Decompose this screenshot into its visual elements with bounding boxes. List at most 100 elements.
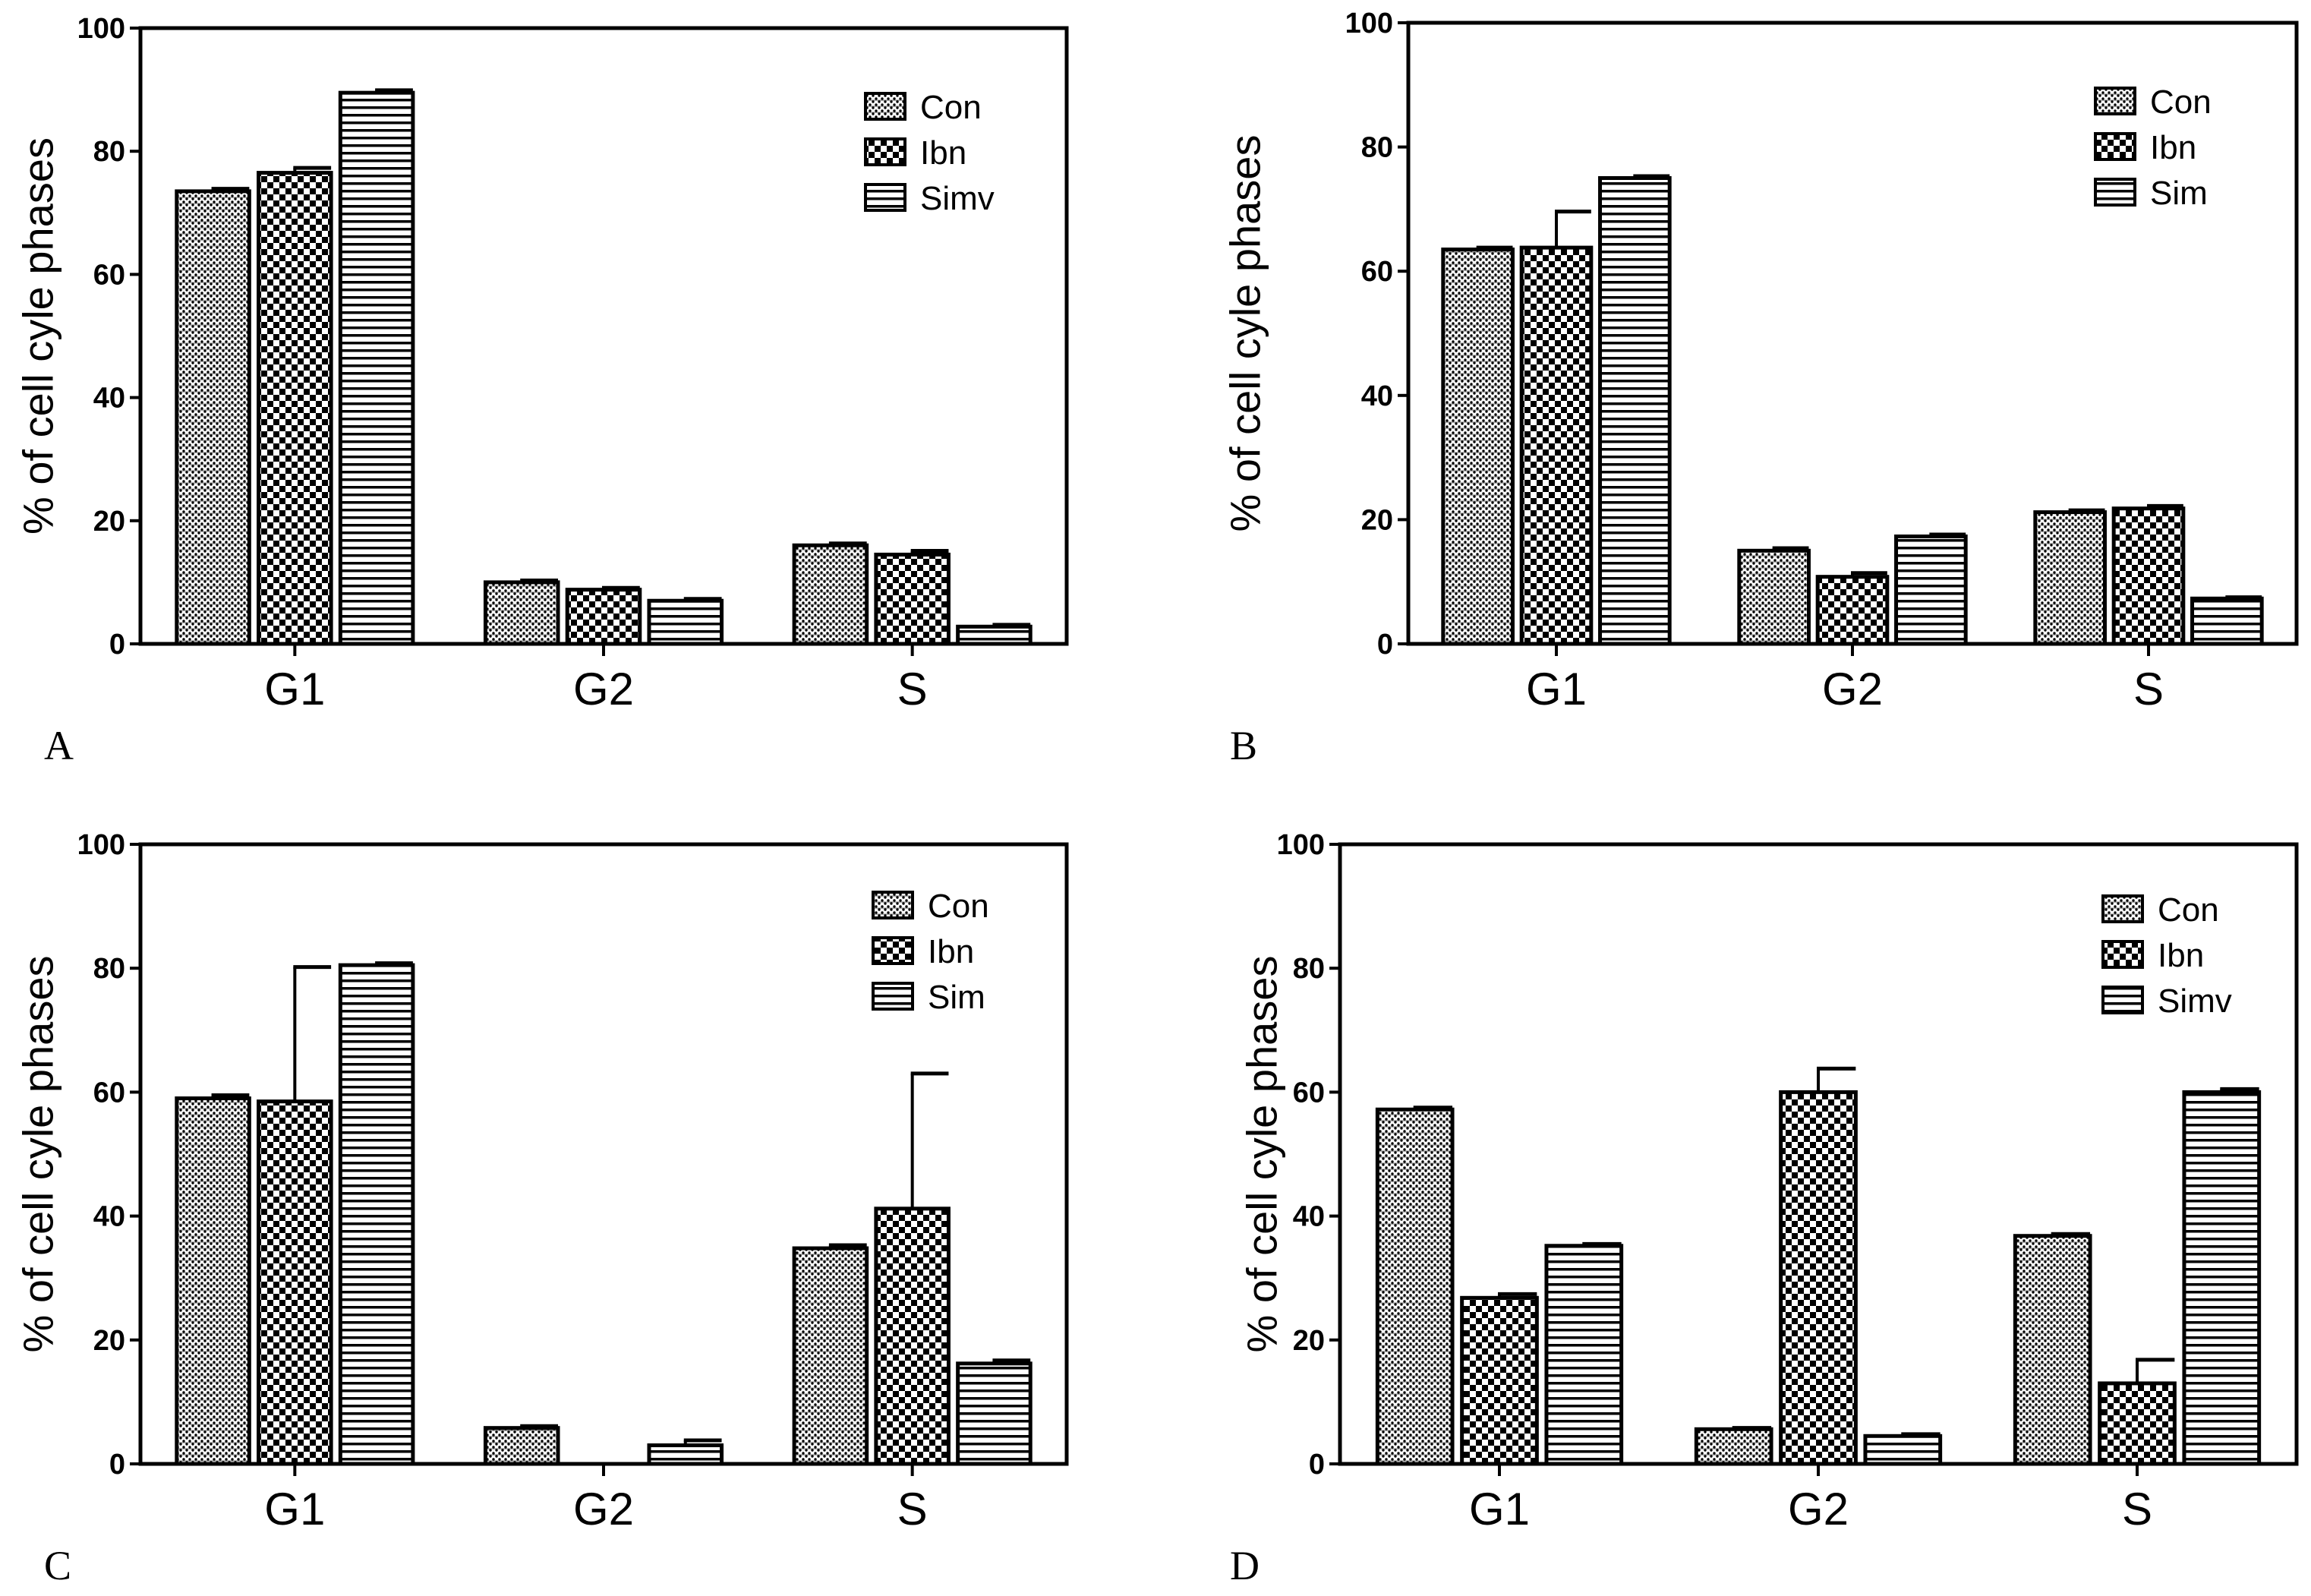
error-bar	[375, 88, 413, 93]
legend-label-con: Con	[928, 888, 989, 925]
error-bar	[520, 1424, 559, 1428]
error-bar	[1633, 174, 1670, 178]
legend-label-con: Con	[2158, 891, 2219, 929]
bar-ibn-s	[2098, 1381, 2177, 1466]
y-tick-label: 20	[1361, 504, 1393, 536]
error-bar	[1929, 532, 1966, 537]
legend: Con Ibn Simv	[864, 89, 995, 217]
y-tick-label: 100	[77, 829, 125, 861]
error-bar	[1851, 571, 1887, 577]
y-axis-label: % of cell cyle phases	[14, 137, 62, 535]
bar-simv-g2	[1863, 1434, 1943, 1466]
y-tick-label: 60	[93, 1077, 125, 1109]
error-bar	[992, 1358, 1031, 1364]
legend-label-ibn: Ibn	[928, 933, 974, 970]
panel-letter: A	[44, 723, 74, 768]
error-bar	[1817, 1066, 1856, 1093]
legend-label-simv: Simv	[2158, 983, 2232, 1020]
legend-swatch-con	[2094, 87, 2136, 115]
x-tick-label: G2	[1822, 664, 1883, 714]
panel-letter: D	[1230, 1543, 1260, 1588]
y-axis-label: % of cell cyle phases	[14, 956, 62, 1353]
legend-label-simv: Simv	[920, 180, 995, 217]
bar-con-g1	[1375, 1107, 1455, 1466]
y-tick-label: 60	[1361, 256, 1393, 288]
error-bar	[828, 541, 867, 546]
error-bar	[375, 961, 413, 966]
legend-swatch-sim	[2094, 178, 2136, 207]
error-bar	[211, 187, 250, 191]
y-tick-label: 20	[1293, 1325, 1325, 1357]
error-bar	[1413, 1106, 1453, 1110]
error-bar	[293, 166, 332, 173]
legend: Con Ibn Sim	[872, 888, 989, 1016]
plot-frame	[138, 26, 1069, 646]
y-tick-label: 20	[93, 1325, 125, 1357]
bar-con-s	[792, 1246, 869, 1466]
bar-ibn-s	[874, 552, 951, 646]
legend: Con Ibn Sim	[2094, 84, 2212, 212]
legend-swatch-ibn	[864, 137, 906, 166]
legend-label-con: Con	[2150, 84, 2212, 121]
bar-simv-s	[2182, 1090, 2262, 1466]
error-bar	[602, 585, 640, 590]
x-tick-label: G1	[264, 664, 325, 714]
bar-ibn-g1	[1519, 245, 1594, 646]
bar-ibn-s	[2111, 506, 2186, 646]
error-bar	[520, 578, 559, 582]
y-tick-label: 0	[109, 629, 125, 661]
error-bar	[683, 1438, 722, 1446]
bar-sim-g2	[647, 1443, 724, 1466]
error-bar	[910, 1071, 949, 1209]
plot-frame	[1338, 842, 2299, 1466]
y-tick-label: 60	[1293, 1077, 1325, 1109]
chart-panel-c: 0 20 40 60 80 100 % of cell cyle phases G1 G2 S Co…	[14, 829, 1069, 1588]
y-tick-label: 0	[109, 1449, 125, 1481]
x-tick-label: S	[2122, 1484, 2152, 1534]
y-tick-label: 40	[1293, 1201, 1325, 1233]
y-tick-label: 100	[1345, 8, 1393, 39]
x-tick-label: S	[2133, 664, 2164, 714]
chart-panel-d: 0 20 40 60 80 100 % of cell cyle phases G1 G2 S Co…	[1230, 829, 2299, 1588]
bar-sim-s	[2190, 596, 2264, 646]
bar-con-g1	[1441, 248, 1515, 646]
chart-panel-a: 0 20 40 60 80 100 % of cell cyle phases G1 G2 S Co…	[14, 13, 1069, 768]
y-tick-label: 80	[1361, 132, 1393, 164]
legend-label-ibn: Ibn	[920, 134, 966, 172]
legend-label-sim: Sim	[928, 979, 985, 1016]
y-tick-label: 60	[93, 259, 125, 291]
x-tick-label: S	[897, 1484, 928, 1534]
legend-swatch-con	[864, 92, 906, 121]
bar-con-s	[2013, 1234, 2092, 1466]
legend-swatch-ibn	[2094, 132, 2136, 161]
y-axis-label: % of cell cyle phases	[1238, 956, 1286, 1353]
error-bar	[211, 1093, 250, 1099]
bar-ibn-g2	[1815, 575, 1890, 646]
x-tick-label: S	[897, 664, 928, 714]
bar-con-g1	[175, 189, 251, 646]
bar-ibn-g1	[257, 171, 333, 646]
legend: Con Ibn Simv	[2101, 891, 2232, 1020]
legend-label-sim: Sim	[2150, 175, 2208, 212]
y-tick-label: 100	[1277, 829, 1325, 861]
error-bar	[2220, 1087, 2259, 1093]
bar-sim-g1	[338, 963, 415, 1466]
error-bar	[1476, 245, 1513, 250]
x-tick-label: G1	[1469, 1484, 1530, 1534]
chart-panel-b: 0 20 40 60 80 100 % of cell cyle phases G1 G2 S Co…	[1222, 8, 2299, 768]
bar-con-g2	[1737, 548, 1811, 646]
plot-frame	[1406, 21, 2299, 646]
bar-con-s	[792, 543, 869, 646]
bar-sim-g2	[1894, 534, 1968, 646]
legend-swatch-con	[2101, 894, 2144, 923]
panel-letter: B	[1230, 723, 1257, 768]
bar-con-s	[2033, 510, 2107, 646]
error-bar	[828, 1243, 867, 1249]
y-tick-label: 40	[93, 383, 125, 415]
bar-con-g2	[483, 580, 560, 646]
error-bar	[1772, 546, 1809, 551]
y-tick-label: 80	[93, 953, 125, 985]
x-tick-label: G2	[573, 664, 634, 714]
bar-ibn-s	[874, 1206, 951, 1466]
legend-label-ibn: Ibn	[2150, 129, 2196, 166]
